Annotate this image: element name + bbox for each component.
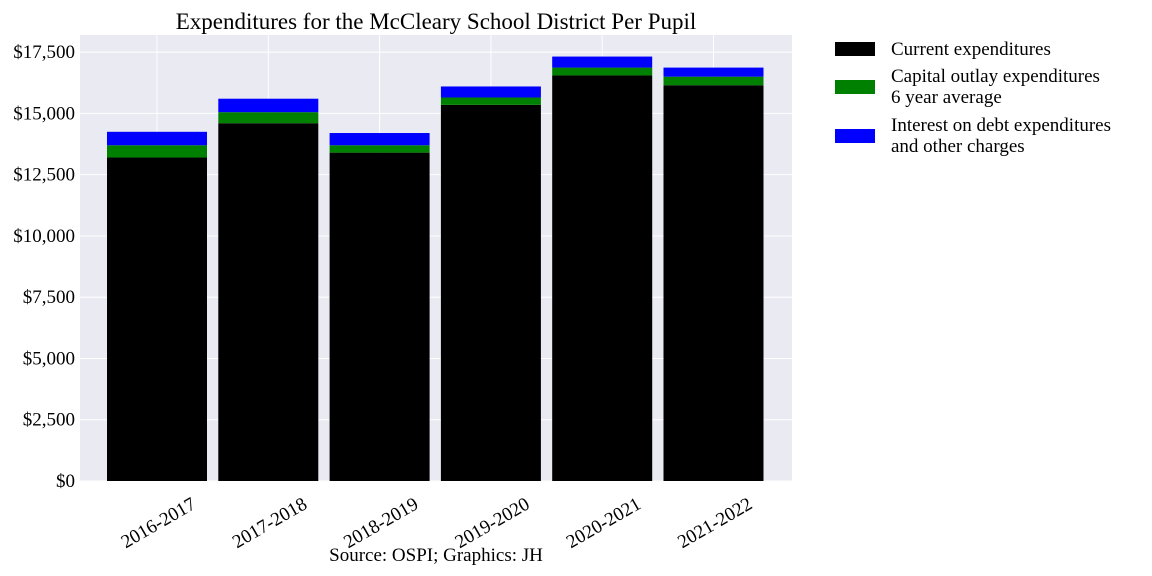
bar-2016-2017-series-1 [107, 145, 207, 158]
legend-swatch-1 [835, 80, 875, 94]
legend-label-0: Current expenditures [891, 39, 1051, 60]
y-axis-ticks: $0 $2,500 $5,000 $7,500 $10,000 $12,500 $15,00… [13, 42, 75, 492]
y-tick-label: $2,500 [23, 410, 75, 431]
legend-label-2: Interest on debt expenditures and other c… [891, 115, 1111, 157]
y-tick-label: $5,000 [23, 348, 75, 369]
y-tick-label: $15,000 [13, 103, 75, 124]
y-tick-label: $12,500 [13, 165, 75, 186]
x-axis-label: Source: OSPI; Graphics: JH [329, 545, 543, 566]
bar-2018-2019-series-0 [329, 152, 430, 481]
legend: Current expenditures Capital outlay expen… [835, 39, 1111, 157]
bar-2021-2022-series-1 [663, 76, 764, 86]
y-tick-label: $10,000 [13, 226, 75, 247]
legend-swatch-2 [835, 129, 875, 143]
x-tick-label: 2016-2017 [118, 494, 200, 553]
legend-swatch-0 [835, 42, 875, 56]
bar-2016-2017-series-0 [107, 157, 207, 481]
bar-2017-2018-series-0 [218, 123, 319, 481]
legend-label-1: Capital outlay expenditures 6 year averag… [891, 66, 1100, 108]
x-tick-label: 2021-2022 [674, 494, 756, 553]
bar-2019-2020-series-0 [440, 104, 541, 481]
bar-2020-2021-series-2 [552, 56, 653, 68]
bar-2021-2022-series-0 [663, 85, 764, 481]
bars [107, 56, 764, 481]
chart-title: Expenditures for the McCleary School Dis… [176, 9, 697, 34]
bar-2018-2019-series-1 [329, 145, 430, 153]
bar-2019-2020-series-2 [440, 86, 541, 98]
bar-2018-2019-series-2 [329, 133, 430, 146]
bar-2016-2017-series-2 [107, 131, 207, 146]
y-tick-label: $7,500 [23, 287, 75, 308]
bar-2017-2018-series-1 [218, 112, 319, 124]
bar-2021-2022-series-2 [663, 67, 764, 77]
x-tick-label: 2020-2021 [563, 494, 645, 553]
bar-2020-2021-series-1 [552, 67, 653, 76]
y-tick-label: $17,500 [13, 42, 75, 63]
bar-2020-2021-series-0 [552, 75, 653, 481]
bar-2019-2020-series-1 [440, 97, 541, 105]
bar-2017-2018-series-2 [218, 98, 319, 113]
x-tick-label: 2017-2018 [229, 494, 311, 553]
y-tick-label: $0 [56, 471, 75, 492]
